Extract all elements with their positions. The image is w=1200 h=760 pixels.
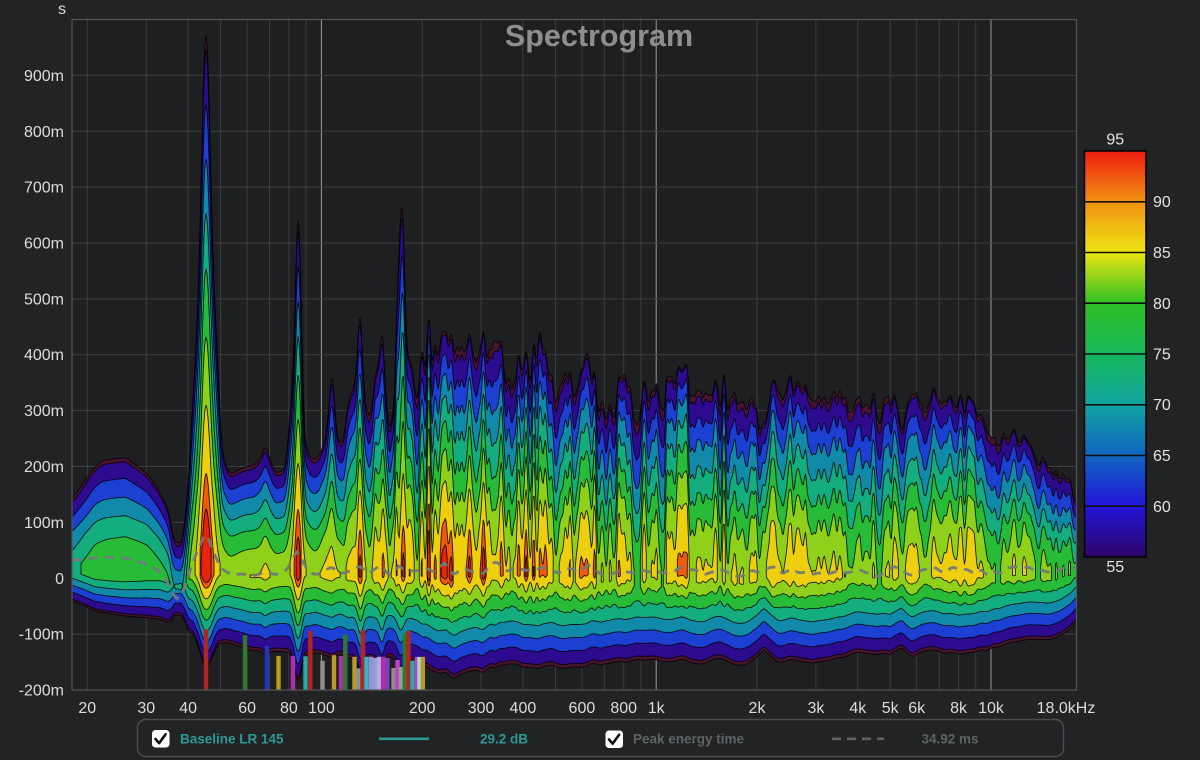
svg-text:65: 65 bbox=[1153, 448, 1171, 465]
svg-text:80: 80 bbox=[1153, 296, 1171, 313]
svg-text:s: s bbox=[58, 1, 66, 18]
svg-text:80: 80 bbox=[280, 700, 298, 717]
svg-text:8k: 8k bbox=[950, 700, 968, 717]
svg-text:600: 600 bbox=[569, 700, 596, 717]
svg-text:40: 40 bbox=[179, 700, 197, 717]
svg-text:500m: 500m bbox=[24, 291, 64, 308]
svg-text:300: 300 bbox=[468, 700, 495, 717]
svg-text:5k: 5k bbox=[882, 700, 900, 717]
svg-text:400: 400 bbox=[510, 700, 537, 717]
svg-text:20: 20 bbox=[78, 700, 96, 717]
svg-text:29.2 dB: 29.2 dB bbox=[480, 732, 528, 747]
svg-text:800m: 800m bbox=[24, 124, 64, 141]
svg-text:700m: 700m bbox=[24, 180, 64, 197]
svg-text:2k: 2k bbox=[749, 700, 767, 717]
svg-text:-200m: -200m bbox=[19, 683, 64, 700]
svg-text:85: 85 bbox=[1153, 245, 1171, 262]
svg-text:3k: 3k bbox=[807, 700, 825, 717]
svg-text:6k: 6k bbox=[908, 700, 926, 717]
svg-text:Baseline LR 145: Baseline LR 145 bbox=[180, 732, 284, 747]
svg-text:-100m: -100m bbox=[19, 627, 64, 644]
svg-text:34.92 ms: 34.92 ms bbox=[921, 732, 978, 747]
svg-text:900m: 900m bbox=[24, 68, 64, 85]
svg-text:18.0kHz: 18.0kHz bbox=[1037, 700, 1096, 717]
svg-text:55: 55 bbox=[1106, 559, 1124, 576]
svg-text:90: 90 bbox=[1153, 194, 1171, 211]
svg-text:800: 800 bbox=[610, 700, 637, 717]
svg-text:100m: 100m bbox=[24, 515, 64, 532]
svg-text:Peak energy time: Peak energy time bbox=[633, 732, 745, 747]
svg-text:30: 30 bbox=[137, 700, 155, 717]
svg-text:60: 60 bbox=[1153, 499, 1171, 516]
svg-text:300m: 300m bbox=[24, 403, 64, 420]
svg-text:200: 200 bbox=[409, 700, 436, 717]
svg-text:Spectrogram: Spectrogram bbox=[505, 19, 693, 53]
svg-text:10k: 10k bbox=[978, 700, 1005, 717]
svg-text:4k: 4k bbox=[849, 700, 867, 717]
svg-text:60: 60 bbox=[238, 700, 256, 717]
svg-text:75: 75 bbox=[1153, 347, 1171, 364]
svg-text:0: 0 bbox=[55, 571, 64, 588]
svg-text:1k: 1k bbox=[648, 700, 666, 717]
svg-text:200m: 200m bbox=[24, 459, 64, 476]
svg-text:600m: 600m bbox=[24, 236, 64, 253]
svg-text:400m: 400m bbox=[24, 347, 64, 364]
svg-text:95: 95 bbox=[1106, 132, 1124, 149]
svg-text:100: 100 bbox=[308, 700, 335, 717]
svg-text:70: 70 bbox=[1153, 397, 1171, 414]
